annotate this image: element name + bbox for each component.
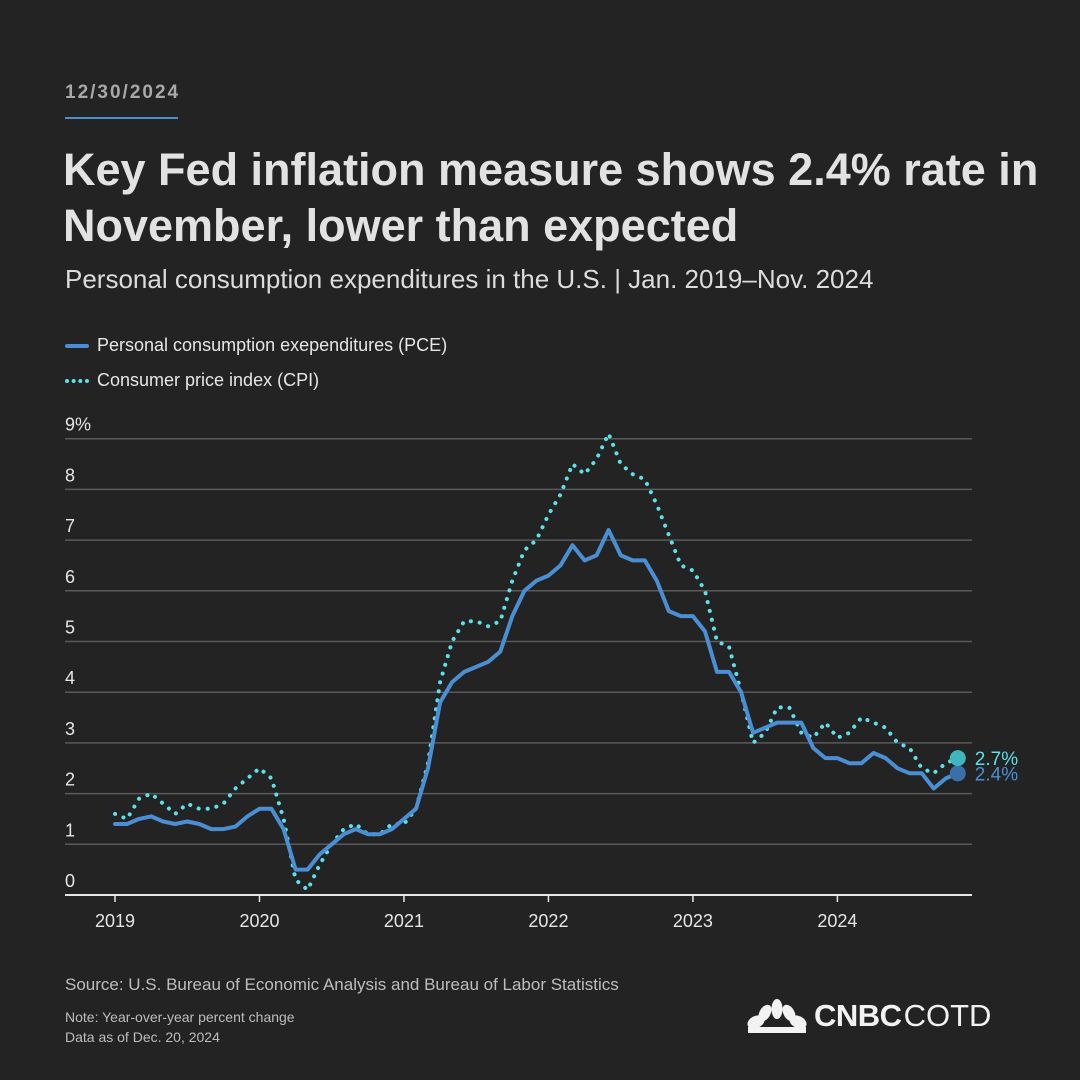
x-tick-label: 2020 [239,911,279,931]
x-tick-label: 2021 [384,911,424,931]
cnbc-cotd-logo: CNBC COTD [746,998,991,1034]
source-note: Source: U.S. Bureau of Economic Analysis… [65,975,619,994]
data-date-line: Data as of Dec. 20, 2024 [65,1029,220,1045]
cpi-line [113,431,960,892]
x-tick-label: 2023 [673,911,713,931]
legend-item-pce: Personal consumption exependitures (PCE) [65,328,447,363]
footnote: Note: Year-over-year percent change Data… [65,1007,295,1047]
cpi-end-label: 2.7% [975,749,1018,770]
legend-swatch-solid [65,343,89,348]
legend-swatch-dotted [65,378,89,383]
y-tick-label: 4 [65,668,75,688]
legend-label-pce: Personal consumption exependitures (PCE) [97,335,448,355]
logo-cotd-text: COTD [903,998,992,1033]
peacock-icon [747,999,807,1033]
legend: Personal consumption exependitures (PCE)… [65,328,447,398]
y-tick-label: 0 [65,871,75,891]
x-tick-label: 2024 [817,911,857,931]
chart-subtitle: Personal consumption expenditures in the… [65,264,874,294]
pce-end-label: 2.4% [975,764,1018,785]
date-underline [65,117,178,119]
legend-label-cpi: Consumer price index (CPI) [97,370,320,390]
x-tick-label: 2022 [528,911,568,931]
logo-cnbc-text: CNBC [814,998,902,1033]
legend-item-cpi: Consumer price index (CPI) [65,363,447,398]
y-tick-label: 9% [65,415,91,435]
line-chart: 0 1 2 3 4 5 6 7 8 9% 2019 2020 2021 2022 2023 2024 2.4… [65,415,1018,931]
chart-title: Key Fed inflation measure shows 2.4% rat… [63,144,1039,251]
y-tick-label: 3 [65,719,75,739]
y-tick-label: 7 [65,516,75,536]
x-tick-label: 2019 [95,911,135,931]
y-tick-label: 5 [65,618,75,638]
y-tick-label: 2 [65,770,75,790]
y-tick-label: 1 [65,820,75,840]
note-line: Note: Year-over-year percent change [65,1009,295,1025]
pce-line [113,528,960,872]
pce-end-marker [949,765,966,782]
y-tick-label: 6 [65,567,75,587]
date-label: 12/30/2024 [65,82,181,103]
cpi-end-marker [949,750,966,767]
y-tick-label: 8 [65,465,75,485]
